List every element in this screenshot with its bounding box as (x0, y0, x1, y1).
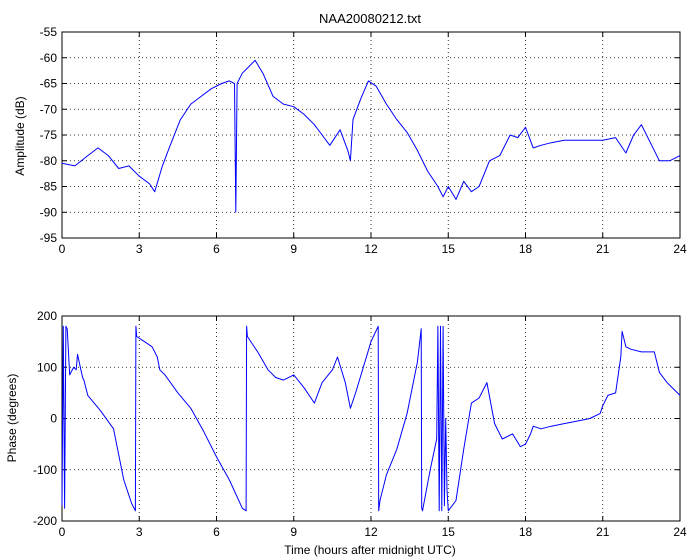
x-tick-label: 15 (442, 525, 456, 539)
chart-title: NAA20080212.txt (319, 11, 421, 26)
y-tick-label: -90 (40, 205, 58, 219)
x-tick-label: 6 (213, 242, 220, 256)
x-tick-label: 3 (136, 242, 143, 256)
y-tick-label: 200 (37, 309, 57, 323)
y-tick-label: 0 (50, 412, 57, 426)
x-tick-label: 9 (290, 525, 297, 539)
x-tick-label: 12 (364, 525, 378, 539)
x-tick-label: 0 (59, 242, 66, 256)
x-tick-label: 3 (136, 525, 143, 539)
y-tick-label: -65 (40, 77, 58, 91)
amplitude-series-line (61, 59, 681, 213)
y-tick-label: -100 (33, 463, 57, 477)
y-tick-label: 100 (37, 360, 57, 374)
x-tick-label: 24 (673, 525, 687, 539)
y-tick-label: -60 (40, 51, 58, 65)
phase-series-line (61, 325, 681, 512)
phase-x-label: Time (hours after midnight UTC) (284, 543, 456, 557)
y-tick-label: -200 (33, 514, 57, 528)
y-tick-label: -95 (40, 231, 58, 245)
x-tick-label: 15 (442, 242, 456, 256)
y-tick-label: -55 (40, 25, 58, 39)
x-tick-label: 18 (519, 242, 533, 256)
x-tick-label: 21 (596, 242, 610, 256)
x-tick-label: 18 (519, 525, 533, 539)
phase-y-label: Phase (degrees) (5, 374, 19, 463)
x-tick-label: 21 (596, 525, 610, 539)
x-tick-label: 24 (673, 242, 687, 256)
phase-chart: 0 3 6 9 12 15 18 21 24 -200 -100 0 100 200 (33, 309, 687, 539)
x-tick-label: 6 (213, 525, 220, 539)
amplitude-y-label: Amplitude (dB) (13, 96, 27, 175)
x-tick-label: 0 (59, 525, 66, 539)
y-tick-label: -70 (40, 102, 58, 116)
y-tick-label: -80 (40, 154, 58, 168)
y-tick-label: -75 (40, 128, 58, 142)
y-tick-label: -85 (40, 180, 58, 194)
amplitude-chart: 0 3 6 9 12 15 18 21 24 -95 -90 -85 -80 -75 -70 -65 -60 -5… (40, 25, 687, 256)
x-tick-label: 12 (364, 242, 378, 256)
x-tick-label: 9 (290, 242, 297, 256)
